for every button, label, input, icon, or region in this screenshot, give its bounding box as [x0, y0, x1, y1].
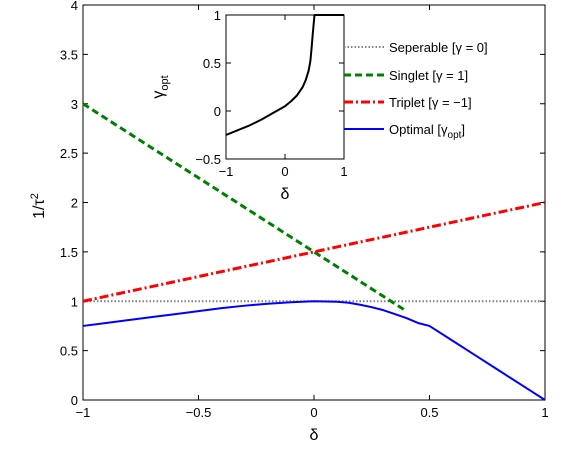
x-axis-title: δ [310, 427, 319, 444]
y-tick-label: 2 [71, 196, 78, 211]
inset-y-tick-label: 0 [214, 104, 221, 119]
legend-label-singlet: Singlet [γ = 1] [389, 68, 468, 83]
x-tick-label: −0.5 [186, 405, 212, 420]
inset-axis-ticks: −1 0 1 −0.5 0 0.5 1 [195, 8, 347, 179]
inset-y-tick-label: 0.5 [203, 56, 221, 71]
y-tick-label: 0.5 [60, 344, 78, 359]
legend-label-optimal: Optimal [γopt] [389, 122, 465, 141]
inset-x-tick-label: −1 [219, 164, 234, 179]
x-tick-label: −1 [76, 405, 91, 420]
inset-y-tick-label: −0.5 [195, 152, 221, 167]
inset-x-axis-title: δ [281, 186, 290, 203]
legend-entry-triplet: Triplet [γ = −1] [344, 95, 472, 110]
main-series [82, 102, 546, 401]
legend-entry-singlet: Singlet [γ = 1] [344, 68, 468, 83]
inset-series-line-gamma_opt [225, 14, 344, 136]
x-tick-label: 0.5 [420, 405, 438, 420]
y-tick-label: 1.5 [60, 245, 78, 260]
legend-entry-seperable: Seperable [γ = 0] [344, 40, 488, 55]
inset-y-axis-title: γopt [150, 75, 171, 98]
legend: Seperable [γ = 0] Singlet [γ = 1] Triple… [344, 40, 488, 141]
y-tick-label: 2.5 [60, 146, 78, 161]
x-tick-label: 1 [541, 405, 548, 420]
y-tick-label: 4 [71, 0, 78, 13]
series-line-singlet [82, 102, 408, 313]
inset-plot-area [225, 14, 345, 160]
y-axis-title: 1/τ2 [29, 193, 48, 219]
x-tick-label: 0 [310, 405, 317, 420]
inset-y-tick-label: 1 [214, 8, 221, 23]
y-tick-label: 3.5 [60, 47, 78, 62]
series-line-triplet [82, 201, 546, 303]
y-tick-label: 1 [71, 294, 78, 309]
inset-series [225, 14, 344, 136]
legend-label-seperable: Seperable [γ = 0] [389, 40, 488, 55]
legend-label-triplet: Triplet [γ = −1] [389, 95, 472, 110]
legend-entry-optimal: Optimal [γopt] [344, 122, 465, 141]
main-axis-ticks: −1 −0.5 0 0.5 100.511.522.533.54 [60, 0, 549, 420]
inset-x-tick-label: 0 [281, 164, 288, 179]
y-tick-label: 3 [71, 97, 78, 112]
y-tick-label: 0 [71, 393, 78, 408]
series-line-optimal [82, 300, 546, 401]
inset-x-tick-label: 1 [340, 164, 347, 179]
